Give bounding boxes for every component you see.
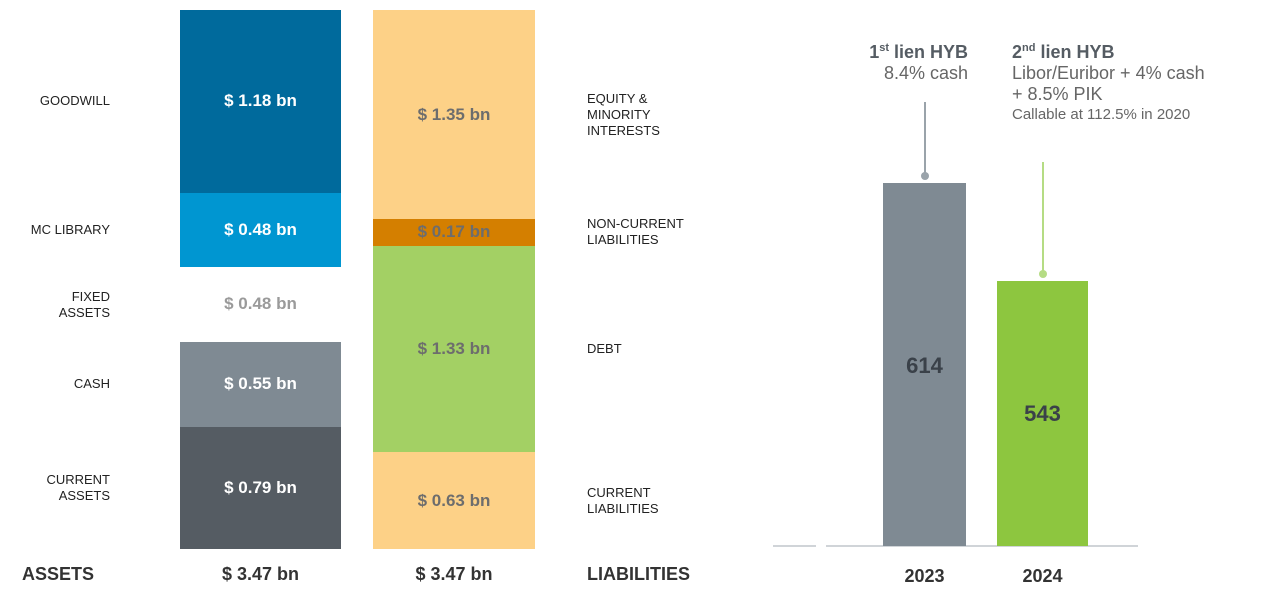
stack-segment: $ 0.63 bn bbox=[373, 451, 535, 550]
bar bbox=[883, 183, 966, 546]
segment-name: DEBT bbox=[587, 340, 622, 356]
segment-name: CASH bbox=[73, 376, 110, 392]
bar bbox=[997, 280, 1088, 546]
stack-segment: $ 1.33 bn bbox=[373, 245, 535, 452]
annotation-line: Callable at 112.5% in 2020 bbox=[1012, 106, 1191, 123]
annotation-line: 8.4% cash bbox=[883, 63, 968, 83]
stack-segment: $ 1.18 bn bbox=[180, 10, 341, 193]
column-total: $ 3.47 bn bbox=[415, 564, 493, 584]
bar-value: 614 bbox=[906, 352, 943, 378]
baseline bbox=[826, 545, 1138, 547]
annotation: 1st lien HYB 8.4% cash bbox=[836, 38, 968, 84]
annotation: 2nd lien HYB Libor/Euribor + 4% cash + 8.5… bbox=[1012, 38, 1272, 125]
segment-name: NON-CURRENT LIABILITIES bbox=[587, 216, 684, 248]
x-tick-label: 2023 bbox=[904, 566, 945, 586]
segment-name: EQUITY & MINORITY INTERESTS bbox=[587, 90, 660, 138]
stack-segment: $ 1.35 bn bbox=[373, 10, 535, 220]
stack-segment: $ 0.48 bn bbox=[180, 192, 341, 268]
segment-name: CURRENT LIABILITIES bbox=[587, 484, 659, 516]
segment-name: GOODWILL bbox=[39, 93, 110, 109]
leader-dot bbox=[1038, 269, 1047, 278]
annotation-line: Libor/Euribor + 4% cash bbox=[1012, 63, 1205, 83]
leader-line bbox=[1041, 162, 1044, 273]
segment-name: CURRENT ASSETS bbox=[46, 472, 110, 504]
annotation-title: 1st lien HYB bbox=[869, 42, 968, 62]
segment-name: FIXED ASSETS bbox=[58, 288, 110, 320]
stack-segment: $ 0.48 bn bbox=[180, 267, 341, 342]
stack-segment: $ 0.55 bn bbox=[180, 341, 341, 427]
x-tick-label: 2024 bbox=[1022, 566, 1063, 586]
column-name: LIABILITIES bbox=[587, 564, 690, 584]
stack-segment: $ 0.17 bn bbox=[373, 219, 535, 246]
bar-value: 543 bbox=[1024, 401, 1061, 427]
leader-line bbox=[923, 102, 926, 176]
stack-segment: $ 0.79 bn bbox=[180, 426, 341, 550]
column-total: $ 3.47 bn bbox=[221, 564, 300, 584]
baseline bbox=[773, 545, 816, 547]
annotation-title: 2nd lien HYB bbox=[1012, 42, 1115, 62]
leader-dot bbox=[920, 172, 929, 181]
column-name: ASSETS bbox=[22, 564, 95, 584]
annotation-line: + 8.5% PIK bbox=[1012, 84, 1103, 104]
segment-name: MC LIBRARY bbox=[30, 222, 110, 238]
